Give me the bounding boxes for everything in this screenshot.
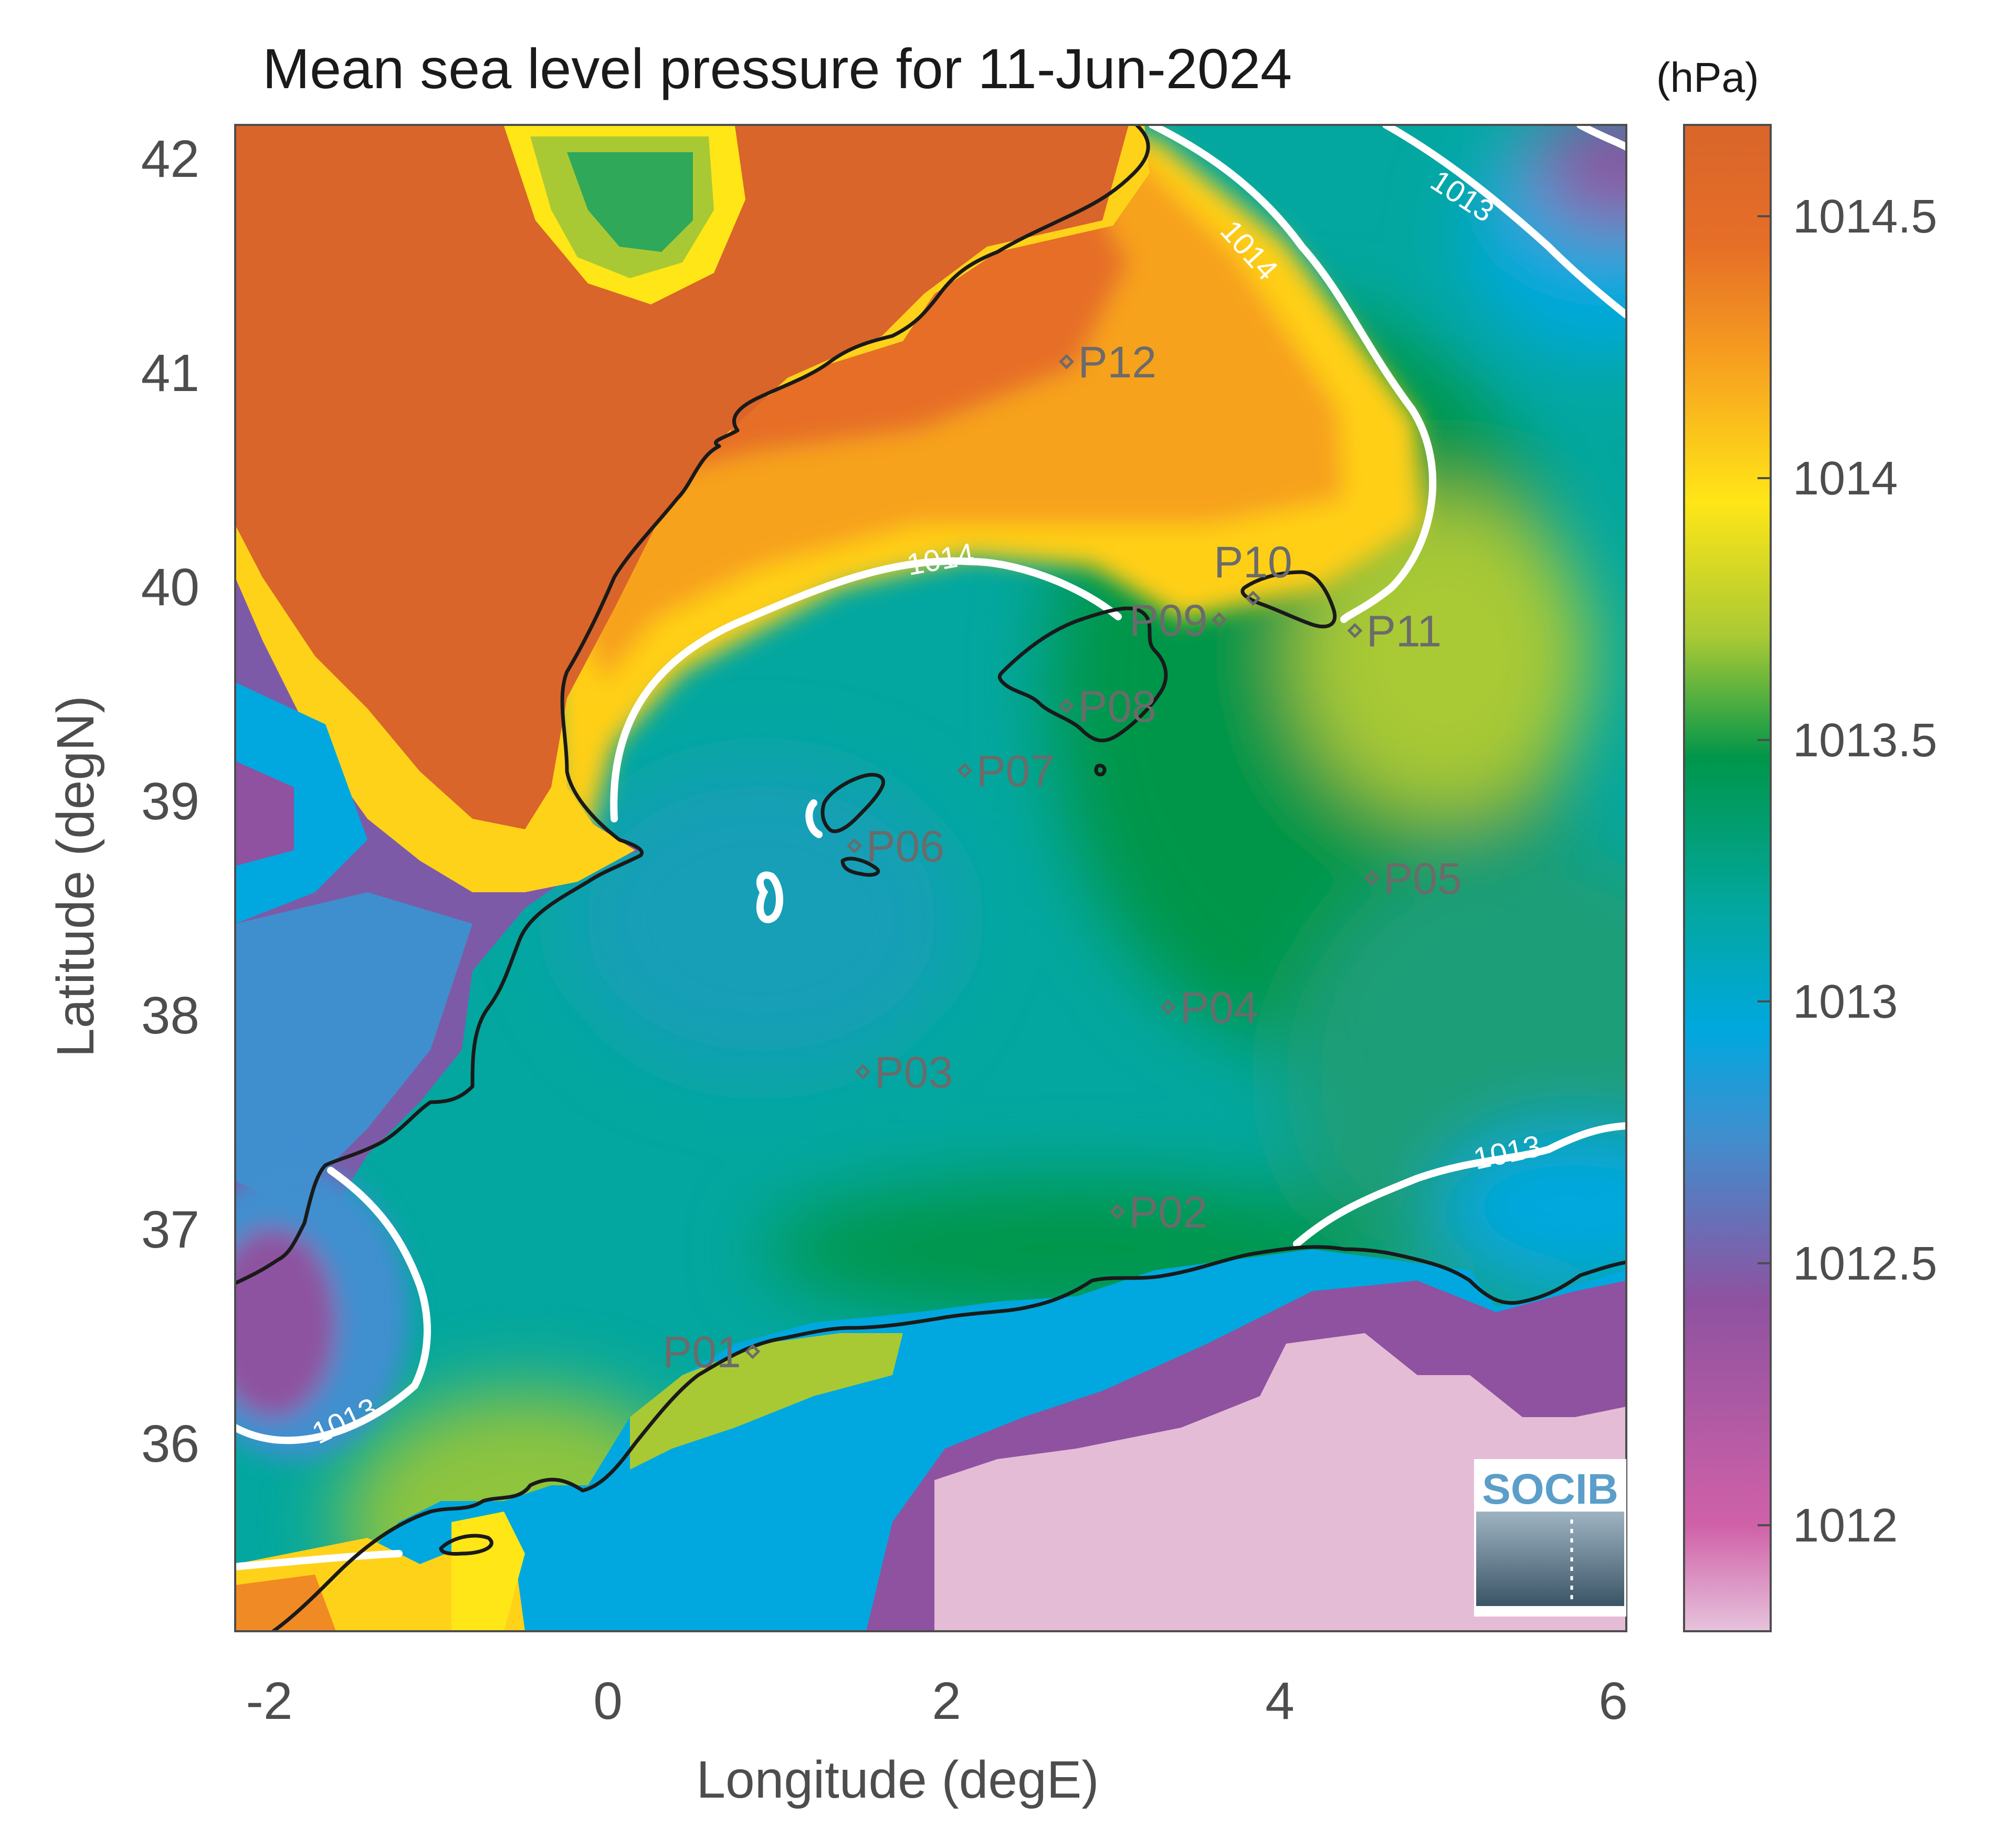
station-point: P11: [1347, 607, 1442, 656]
map-frame: [234, 124, 1627, 1632]
station-label: P05: [1383, 854, 1461, 903]
y-tick-label: 39: [141, 772, 199, 831]
station-label: P06: [866, 822, 944, 871]
y-ticks: 42 41 40 39 38 37 36: [141, 130, 199, 1473]
station-marker: [847, 838, 862, 854]
station-label: P04: [1180, 983, 1258, 1032]
station-marker: [1109, 1203, 1126, 1220]
y-tick-label: 42: [141, 130, 199, 188]
station-marker: [1160, 999, 1176, 1015]
colorbar-tick-label: 1014.5: [1793, 191, 1937, 243]
station-label: P11: [1366, 607, 1442, 656]
colorbar-tick-label: 1013: [1793, 976, 1898, 1028]
station-point: P04: [1160, 983, 1258, 1032]
colorbar-tick-label: 1012.5: [1793, 1238, 1937, 1290]
station-point: P10: [1214, 537, 1292, 606]
socib-logo-text: SOCIB: [1482, 1465, 1618, 1513]
x-tick-label: 2: [932, 1672, 961, 1730]
y-tick-label: 37: [141, 1200, 199, 1259]
station-label: P03: [875, 1048, 953, 1097]
station-marker: [1245, 590, 1261, 606]
station-marker: [1364, 870, 1380, 886]
x-tick-label: 0: [593, 1672, 623, 1730]
station-point: P08: [1059, 682, 1156, 731]
station-point: P03: [855, 1048, 953, 1097]
station-label: P09: [1129, 596, 1207, 645]
colorbar-gradient: [1683, 124, 1772, 1632]
station-point: P01: [662, 1327, 761, 1377]
chart-title: Mean sea level pressure for 11-Jun-2024: [262, 37, 1292, 100]
pressure-field: [235, 125, 1626, 1631]
y-tick-label: 41: [141, 344, 199, 403]
x-axis-label: Longitude (degE): [696, 1750, 1099, 1809]
colorbar: 1014.5 1014 1013.5 1013 1012.5 1012: [1683, 124, 1937, 1632]
station-label: P08: [1078, 682, 1156, 731]
station-marker: [745, 1344, 761, 1359]
contour-lines: [235, 125, 1626, 1570]
colorbar-tick-label: 1014: [1793, 452, 1898, 505]
station-marker: [1211, 612, 1227, 628]
y-tick-label: 36: [141, 1414, 199, 1473]
station-label: P07: [976, 746, 1055, 796]
y-tick-label: 38: [141, 986, 199, 1045]
x-ticks: -2 0 2 4 6: [246, 1672, 1628, 1730]
station-point: P02: [1109, 1188, 1207, 1237]
station-point: P06: [847, 822, 944, 871]
station-marker: [1059, 354, 1075, 369]
station-label: P01: [662, 1327, 741, 1377]
colorbar-tick-label: 1013.5: [1793, 714, 1937, 767]
station-point: P09: [1129, 596, 1227, 645]
coastline: [235, 125, 1626, 1631]
station-marker: [957, 763, 973, 778]
station-marker: [1347, 622, 1363, 639]
y-axis-label: Latitude (degN): [46, 695, 105, 1057]
station-point: P05: [1364, 854, 1462, 903]
socib-logo: SOCIB: [1474, 1459, 1626, 1617]
station-point: P07: [957, 746, 1055, 796]
x-tick-label: -2: [246, 1672, 293, 1730]
station-label: P12: [1078, 337, 1156, 387]
station-marker: [855, 1064, 871, 1080]
x-tick-label: 4: [1265, 1672, 1295, 1730]
y-tick-label: 40: [141, 558, 199, 617]
station-marker: [1059, 698, 1075, 714]
colorbar-units: (hPa): [1656, 54, 1759, 101]
station-point: P12: [1059, 337, 1156, 387]
station-label: P02: [1129, 1188, 1207, 1237]
station-label: P10: [1214, 537, 1292, 587]
x-tick-label: 6: [1598, 1672, 1628, 1730]
colorbar-tick-label: 1012: [1793, 1499, 1898, 1552]
